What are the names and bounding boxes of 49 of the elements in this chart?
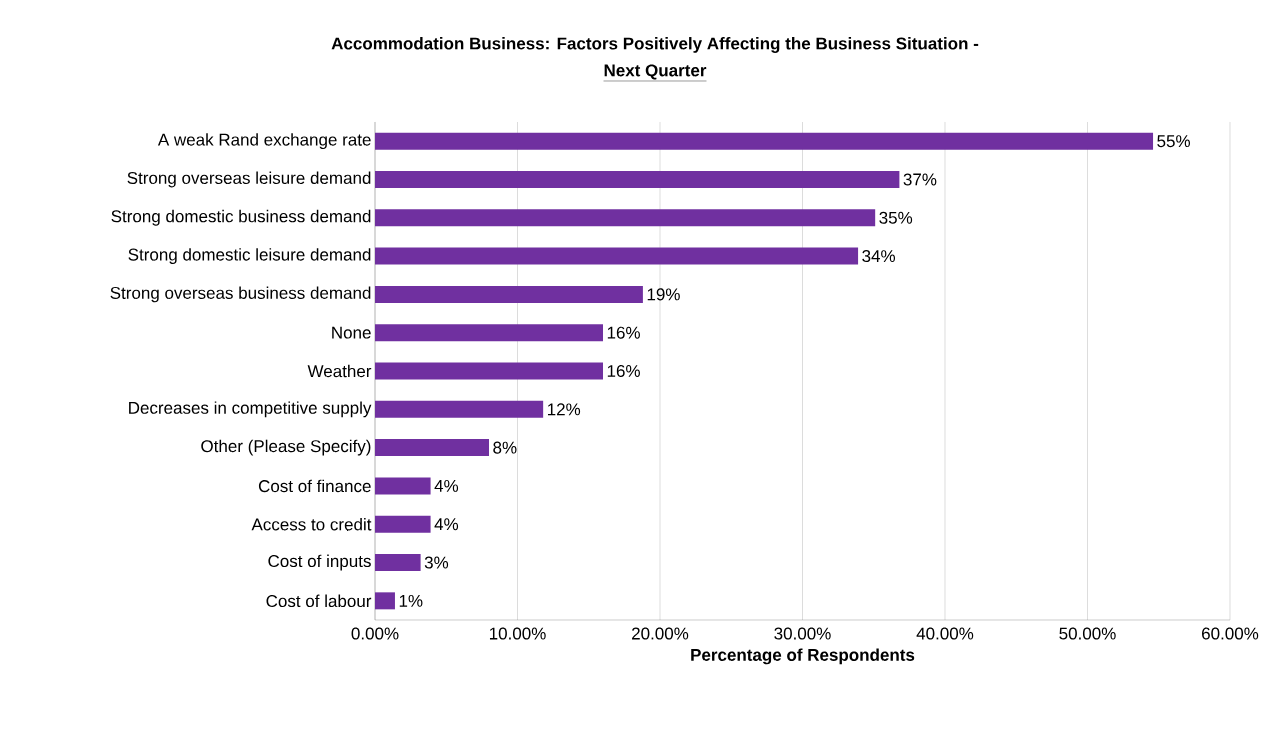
x-tick-label: 60.00% [1202,627,1259,640]
bar [375,400,544,418]
bar [375,324,604,342]
x-tick-label: 0.00% [351,627,399,640]
bar [375,592,395,610]
x-axis-title: Percentage of Respondents [691,648,915,665]
y-tick-label: Cost of inputs [268,554,371,571]
chart-subtitle: Next Quarter [604,64,707,80]
y-tick-label: Cost of finance [258,479,371,493]
y-tick-label: Weather [307,364,372,378]
y-tick-label: Other (Please Specify) [201,439,371,456]
y-tick-label: Cost of labour [266,594,372,608]
y-tick-label: Strong overseas leisure demand [127,171,371,188]
bar [375,515,431,533]
x-tick-label: 20.00% [632,627,689,640]
data-label: 1% [399,594,423,607]
x-tick-label: 30.00% [774,627,831,640]
data-label: 4% [434,518,459,531]
data-label: 12% [547,403,581,416]
y-tick-label: Access to credit [251,517,372,531]
bar [375,285,643,303]
y-tick-label: Strong domestic business demand [111,209,371,226]
data-label: 16% [607,364,640,378]
bar [375,554,421,572]
chart-title: Accommodation Business: Factors Positively Affecting the Business Situation - [331,37,979,53]
bar [375,439,490,457]
y-tick-label: None [332,326,371,339]
data-label: 37% [903,173,937,186]
bar [375,477,431,495]
data-label: 35% [879,211,913,224]
x-tick-label: 10.00% [489,627,546,640]
y-tick-label: Strong domestic leisure demand [128,248,371,264]
data-label: 55% [1157,135,1190,148]
data-label: 3% [424,556,449,569]
y-tick-label: Strong overseas business demand [110,286,371,303]
bar [375,132,1154,150]
data-label: 4% [434,479,459,492]
bar [375,170,900,188]
bar [375,247,859,265]
data-label: 8% [493,441,517,454]
bar [375,362,604,380]
y-tick-label: A weak Rand exchange rate [157,133,371,150]
data-label: 34% [862,250,896,263]
x-tick-label: 50.00% [1059,627,1116,640]
data-label: 19% [647,288,680,301]
x-tick-label: 40.00% [916,627,974,640]
bar [375,209,876,227]
data-label: 16% [607,326,640,339]
y-tick-label: Decreases in competitive supply [129,401,372,418]
